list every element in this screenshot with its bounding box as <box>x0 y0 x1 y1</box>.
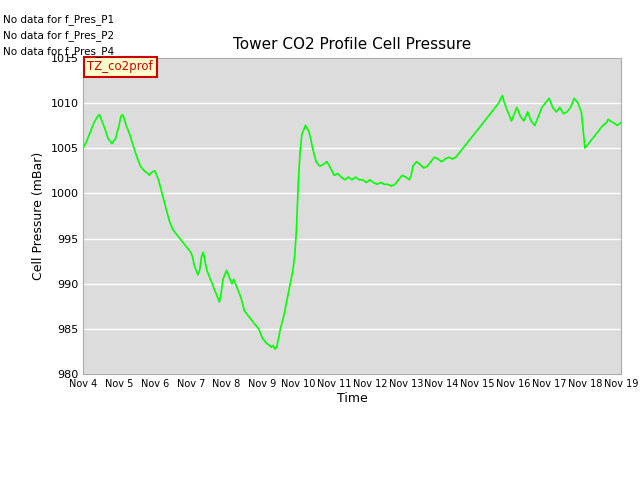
Text: No data for f_Pres_P4: No data for f_Pres_P4 <box>3 46 115 57</box>
Text: TZ_co2prof: TZ_co2prof <box>88 60 153 73</box>
Text: No data for f_Pres_P1: No data for f_Pres_P1 <box>3 14 115 25</box>
Title: Tower CO2 Profile Cell Pressure: Tower CO2 Profile Cell Pressure <box>233 37 471 52</box>
Text: No data for f_Pres_P2: No data for f_Pres_P2 <box>3 30 115 41</box>
Y-axis label: Cell Pressure (mBar): Cell Pressure (mBar) <box>32 152 45 280</box>
X-axis label: Time: Time <box>337 392 367 405</box>
